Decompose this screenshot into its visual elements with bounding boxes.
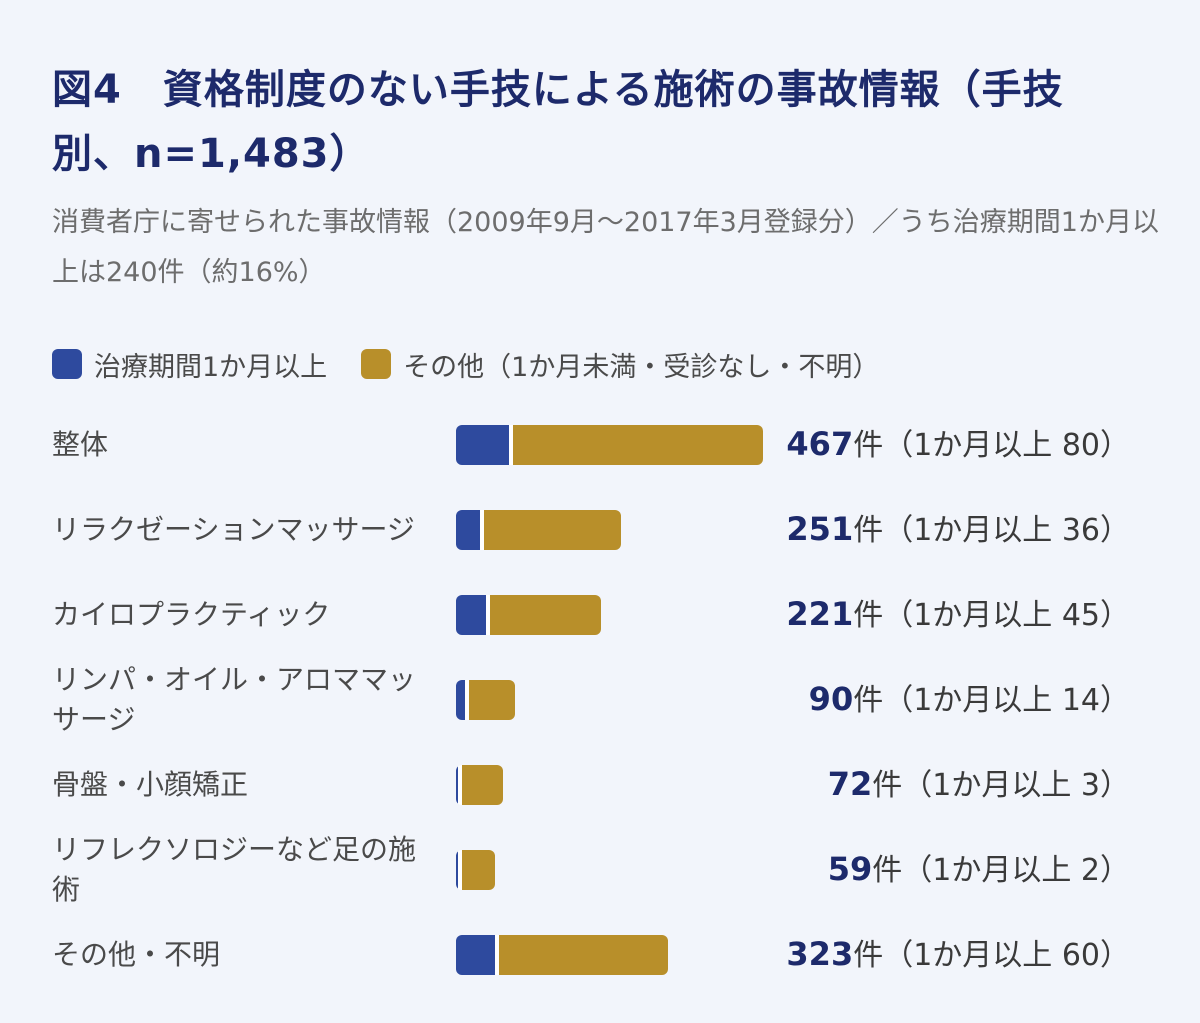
count-suffix: 件（1か月以上 3）: [872, 768, 1130, 803]
total-count: 221: [786, 595, 854, 633]
chart-row: 骨盤・小顔矯正 72件（1か月以上 3）: [0, 740, 1200, 830]
value-label: 59件（1か月以上 2）: [828, 849, 1130, 891]
legend-swatch-long-treatment: [52, 349, 82, 379]
legend: 治療期間1か月以上 その他（1か月未満・受診なし・不明）: [52, 340, 913, 388]
bar-segment-other: [489, 595, 602, 635]
count-suffix: 件（1か月以上 80）: [853, 428, 1130, 463]
bar-segment-divider: [508, 425, 513, 465]
value-label: 90件（1か月以上 14）: [809, 679, 1130, 721]
chart-subtitle: 消費者庁に寄せられた事故情報（2009年9月～2017年3月登録分）／うち治療期…: [52, 207, 1159, 288]
bar-segment-long-treatment: [456, 425, 509, 465]
bar-segment-other: [483, 510, 621, 550]
bar-segment-other: [462, 850, 495, 890]
chart-title: 図4 資格制度のない手技による施術の事故情報（手技別、n=1,483）: [52, 67, 1064, 177]
legend-item-other: その他（1か月未満・受診なし・不明）: [361, 345, 879, 384]
chart-row: その他・不明 323件（1か月以上 60）: [0, 910, 1200, 1000]
value-label: 323件（1か月以上 60）: [786, 934, 1130, 976]
total-count: 251: [786, 510, 854, 548]
bar-segment-divider: [458, 765, 462, 805]
stacked-bar: [456, 935, 669, 975]
bar-segment-long-treatment: [456, 765, 458, 805]
value-label: 251件（1か月以上 36）: [786, 509, 1130, 551]
stacked-bar: [456, 425, 763, 465]
count-suffix: 件（1か月以上 36）: [853, 513, 1130, 548]
category-label: リラクゼーションマッサージ: [52, 513, 415, 546]
chart-row: リンパ・オイル・アロママッサージ 90件（1か月以上 14）: [0, 655, 1200, 745]
bar-segment-divider: [479, 510, 484, 550]
stacked-bar: [456, 510, 621, 550]
bar-segment-long-treatment: [456, 850, 458, 890]
stacked-bar: [456, 680, 516, 720]
legend-swatch-other: [361, 349, 392, 379]
total-count: 90: [808, 680, 854, 718]
bar-segment-divider: [458, 850, 462, 890]
bar-segment-divider: [465, 680, 470, 720]
bar-segment-long-treatment: [456, 680, 466, 720]
chart-row: カイロプラクティック 221件（1か月以上 45）: [0, 570, 1200, 660]
stacked-bar: [456, 850, 495, 890]
bar-segment-long-treatment: [456, 595, 486, 635]
category-label: リンパ・オイル・アロママッサージ: [52, 663, 417, 736]
category-label: 整体: [52, 428, 109, 461]
legend-label-other: その他（1か月未満・受診なし・不明）: [403, 351, 880, 383]
total-count: 467: [786, 425, 854, 463]
bar-segment-divider: [485, 595, 490, 635]
count-suffix: 件（1か月以上 60）: [853, 938, 1130, 973]
total-count: 323: [786, 935, 854, 973]
value-label: 467件（1か月以上 80）: [786, 424, 1130, 466]
stacked-bar: [456, 595, 602, 635]
total-count: 72: [827, 765, 873, 803]
chart-row: 整体 467件（1か月以上 80）: [0, 400, 1200, 490]
legend-item-long-treatment: 治療期間1か月以上: [52, 345, 327, 384]
value-label: 72件（1か月以上 3）: [828, 764, 1130, 806]
chart-row: リフレクソロジーなど足の施術 59件（1か月以上 2）: [0, 825, 1200, 915]
bar-segment-other: [469, 680, 516, 720]
bar-segment-other: [512, 425, 763, 465]
bar-segment-long-treatment: [456, 935, 496, 975]
legend-label-long-treatment: 治療期間1か月以上: [94, 351, 328, 383]
value-label: 221件（1か月以上 45）: [786, 594, 1130, 636]
count-suffix: 件（1か月以上 45）: [853, 598, 1130, 633]
count-suffix: 件（1か月以上 2）: [872, 853, 1130, 888]
category-label: その他・不明: [52, 938, 221, 971]
total-count: 59: [827, 850, 873, 888]
category-label: 骨盤・小顔矯正: [52, 768, 249, 801]
category-label: カイロプラクティック: [52, 598, 331, 631]
bar-segment-other: [462, 765, 504, 805]
bar-segment-other: [499, 935, 669, 975]
bar-segment-long-treatment: [456, 510, 480, 550]
count-suffix: 件（1か月以上 14）: [853, 683, 1130, 718]
category-label: リフレクソロジーなど足の施術: [52, 833, 417, 906]
stacked-bar: [456, 765, 504, 805]
bar-segment-divider: [495, 935, 500, 975]
chart-row: リラクゼーションマッサージ 251件（1か月以上 36）: [0, 485, 1200, 575]
